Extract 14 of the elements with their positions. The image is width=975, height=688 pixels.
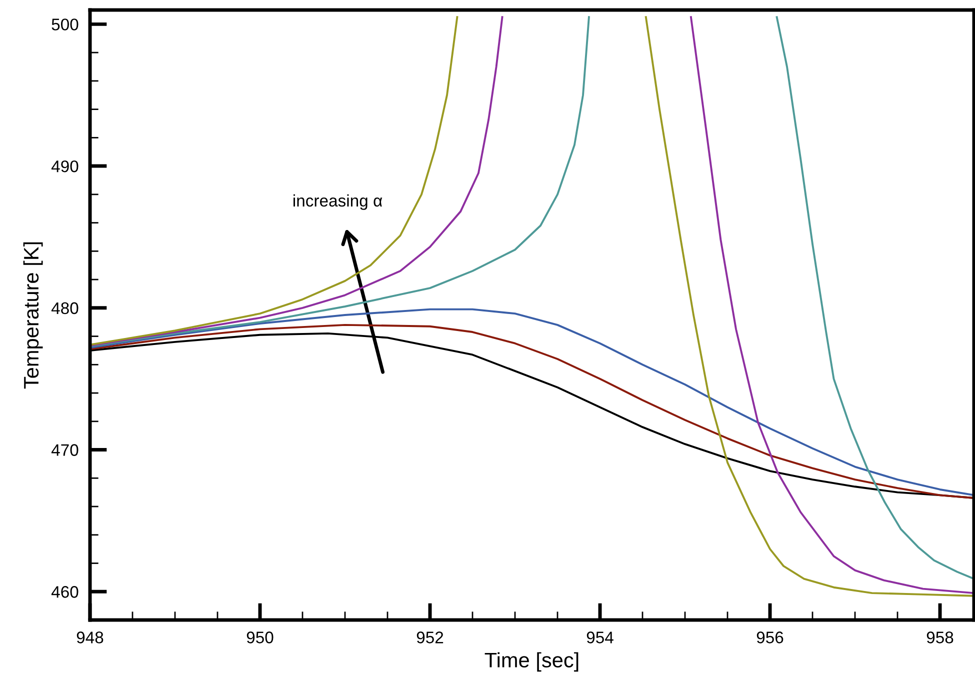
- x-tick-label: 948: [76, 632, 104, 644]
- annotation: increasing α: [294, 194, 382, 210]
- x-tick-label: 954: [586, 632, 614, 644]
- y-tick-label: 470: [51, 444, 78, 456]
- x-tick-label: 950: [246, 632, 274, 644]
- y-tick-label: 460: [51, 586, 78, 598]
- x-tick-label: 958: [926, 632, 954, 644]
- x-axis-title: Time [sec]: [484, 652, 578, 672]
- x-tick-label: 952: [416, 632, 444, 644]
- y-axis-title: Temperature [K]: [23, 242, 43, 389]
- y-tick-label: 490: [51, 160, 78, 172]
- y-tick-label: 480: [51, 302, 78, 314]
- x-tick-label: 956: [756, 632, 784, 644]
- y-tick-label: 500: [52, 18, 78, 30]
